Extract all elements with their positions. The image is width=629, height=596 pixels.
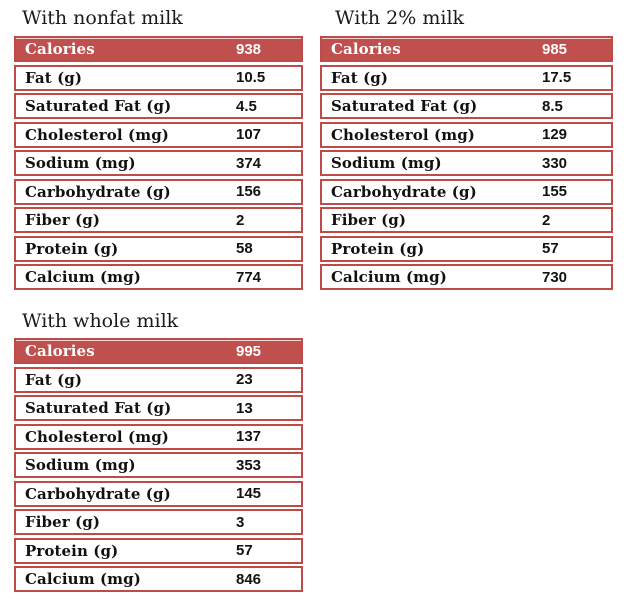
table-header-row: Calories 938: [14, 36, 303, 62]
table-row: Calcium (mg) 774: [14, 264, 303, 290]
row-value: 8.5: [542, 97, 563, 115]
row-value: 137: [236, 428, 262, 445]
row-value: 145: [236, 485, 262, 502]
row-label: Carbohydrate (g): [25, 484, 171, 503]
table-row: Carbohydrate (g) 145: [14, 480, 303, 507]
table-row: Saturated Fat (g) 8.5: [320, 93, 613, 119]
row-label: Calcium (mg): [25, 570, 141, 588]
table-row: Saturated Fat (g) 4.5: [14, 93, 303, 119]
row-label: Sodium (mg): [25, 456, 136, 474]
row-value: 107: [236, 126, 262, 143]
table-row: Cholesterol (mg) 137: [14, 423, 303, 450]
row-label: Saturated Fat (g): [25, 399, 172, 417]
row-value: 2: [236, 211, 245, 229]
table-row: Carbohydrate (g) 156: [14, 178, 303, 205]
row-label: Protein (g): [25, 541, 119, 560]
row-label: Fat (g): [25, 68, 83, 87]
table-row: Fat (g) 23: [14, 366, 303, 393]
row-label: Cholesterol (mg): [25, 125, 169, 144]
header-label: Calories: [331, 40, 401, 58]
row-value: 129: [542, 126, 568, 143]
row-label: Protein (g): [331, 239, 425, 258]
table-row: Calcium (mg) 730: [320, 264, 613, 290]
table-row: Cholesterol (mg) 107: [14, 121, 303, 148]
table-title-nonfat-milk: With nonfat milk: [22, 7, 183, 29]
table-row: Calcium (mg) 846: [14, 566, 303, 592]
header-value: 995: [236, 342, 262, 360]
nutrition-table-2pct-milk: Calories 985 Fat (g) 17.5 Saturated Fat …: [320, 36, 613, 290]
row-label: Saturated Fat (g): [25, 97, 172, 115]
table-header-row: Calories 995: [14, 338, 303, 364]
table-row: Sodium (mg) 330: [320, 150, 613, 176]
row-value: 2: [542, 211, 551, 229]
table-row: Protein (g) 57: [320, 235, 613, 262]
table-title-whole-milk: With whole milk: [22, 310, 179, 332]
header-label: Calories: [25, 342, 95, 360]
row-value: 58: [236, 240, 253, 257]
table-row: Fat (g) 17.5: [320, 64, 613, 91]
row-label: Saturated Fat (g): [331, 97, 478, 115]
row-value: 23: [236, 371, 253, 388]
table-row: Sodium (mg) 374: [14, 150, 303, 176]
table-row: Protein (g) 58: [14, 235, 303, 262]
row-value: 10.5: [236, 69, 266, 86]
row-value: 730: [542, 268, 568, 286]
table-row: Carbohydrate (g) 155: [320, 178, 613, 205]
row-label: Sodium (mg): [25, 154, 136, 172]
row-label: Fat (g): [331, 68, 389, 87]
row-label: Calcium (mg): [25, 268, 141, 286]
row-label: Protein (g): [25, 239, 119, 258]
table-row: Cholesterol (mg) 129: [320, 121, 613, 148]
row-label: Sodium (mg): [331, 154, 442, 172]
table-row: Protein (g) 57: [14, 537, 303, 564]
table-row: Fiber (g) 3: [14, 509, 303, 535]
row-value: 3: [236, 513, 245, 531]
table-header-row: Calories 985: [320, 36, 613, 62]
row-label: Fiber (g): [25, 211, 101, 229]
table-row: Fiber (g) 2: [14, 207, 303, 233]
table-title-2pct-milk: With 2% milk: [335, 7, 465, 29]
row-label: Calcium (mg): [331, 268, 447, 286]
row-label: Cholesterol (mg): [25, 427, 169, 446]
row-value: 330: [542, 154, 568, 172]
row-label: Cholesterol (mg): [331, 125, 475, 144]
row-value: 353: [236, 456, 262, 474]
row-value: 846: [236, 570, 262, 588]
row-label: Fiber (g): [331, 211, 407, 229]
row-value: 374: [236, 154, 262, 172]
row-label: Carbohydrate (g): [25, 182, 171, 201]
row-label: Fiber (g): [25, 513, 101, 531]
row-value: 17.5: [542, 69, 572, 86]
table-row: Saturated Fat (g) 13: [14, 395, 303, 421]
row-label: Carbohydrate (g): [331, 182, 477, 201]
row-value: 57: [236, 542, 253, 559]
header-label: Calories: [25, 40, 95, 58]
row-value: 13: [236, 399, 253, 417]
header-value: 938: [236, 40, 262, 58]
row-value: 155: [542, 183, 568, 200]
row-label: Fat (g): [25, 370, 83, 389]
nutrition-table-nonfat-milk: Calories 938 Fat (g) 10.5 Saturated Fat …: [14, 36, 303, 290]
row-value: 4.5: [236, 97, 257, 115]
table-row: Fat (g) 10.5: [14, 64, 303, 91]
nutrition-table-whole-milk: Calories 995 Fat (g) 23 Saturated Fat (g…: [14, 338, 303, 592]
row-value: 774: [236, 268, 262, 286]
table-row: Sodium (mg) 353: [14, 452, 303, 478]
header-value: 985: [542, 40, 568, 58]
row-value: 57: [542, 240, 559, 257]
table-row: Fiber (g) 2: [320, 207, 613, 233]
row-value: 156: [236, 183, 262, 200]
